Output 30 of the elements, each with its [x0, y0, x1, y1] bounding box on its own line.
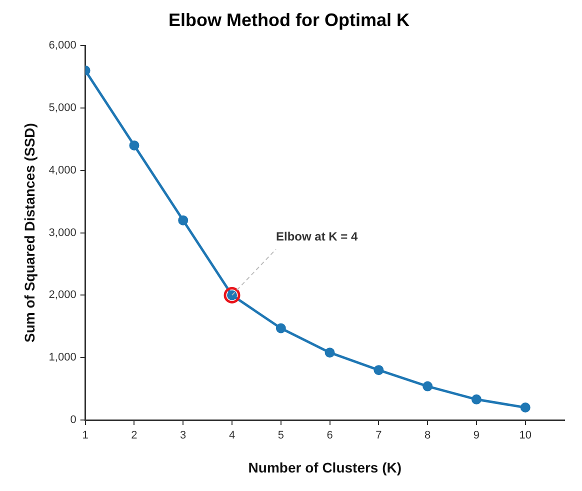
- x-tick-label: 6: [326, 430, 333, 442]
- x-tick-label: 4: [228, 430, 236, 442]
- y-tick-label: 2,000: [48, 289, 76, 302]
- x-tick-label: 9: [473, 430, 480, 442]
- x-tick-label: 3: [180, 430, 186, 442]
- point: [224, 286, 240, 304]
- x-tick-label: 1: [82, 430, 88, 442]
- x-tick-label: 2: [131, 430, 138, 442]
- x-tick-label: 10: [519, 430, 532, 442]
- x-axis-title: Number of Clusters (K): [248, 459, 402, 476]
- point: [276, 323, 286, 334]
- chart-title: Elbow Method for Optimal K: [168, 10, 410, 30]
- y-tick-label: 5,000: [48, 102, 76, 114]
- y-tick-label: 6,000: [48, 40, 76, 52]
- point: [374, 365, 384, 376]
- y-tick-label: 1,000: [48, 352, 76, 364]
- point: [520, 402, 530, 413]
- point: [471, 394, 482, 404]
- point: [178, 215, 188, 226]
- y-axis-title: Sum of Squared Distances (SSD): [21, 123, 38, 342]
- y-tick-label: 0: [70, 414, 76, 426]
- point: [324, 348, 335, 358]
- x-tick-label: 5: [278, 430, 284, 442]
- point: [422, 381, 433, 392]
- annotation: Elbow at K = 4: [276, 230, 358, 244]
- point: [129, 140, 140, 150]
- y-tick-label: 4,000: [48, 164, 76, 176]
- x-tick-label: 7: [376, 430, 382, 442]
- y-tick-label: 3,000: [48, 226, 76, 239]
- x-tick-label: 8: [424, 430, 431, 442]
